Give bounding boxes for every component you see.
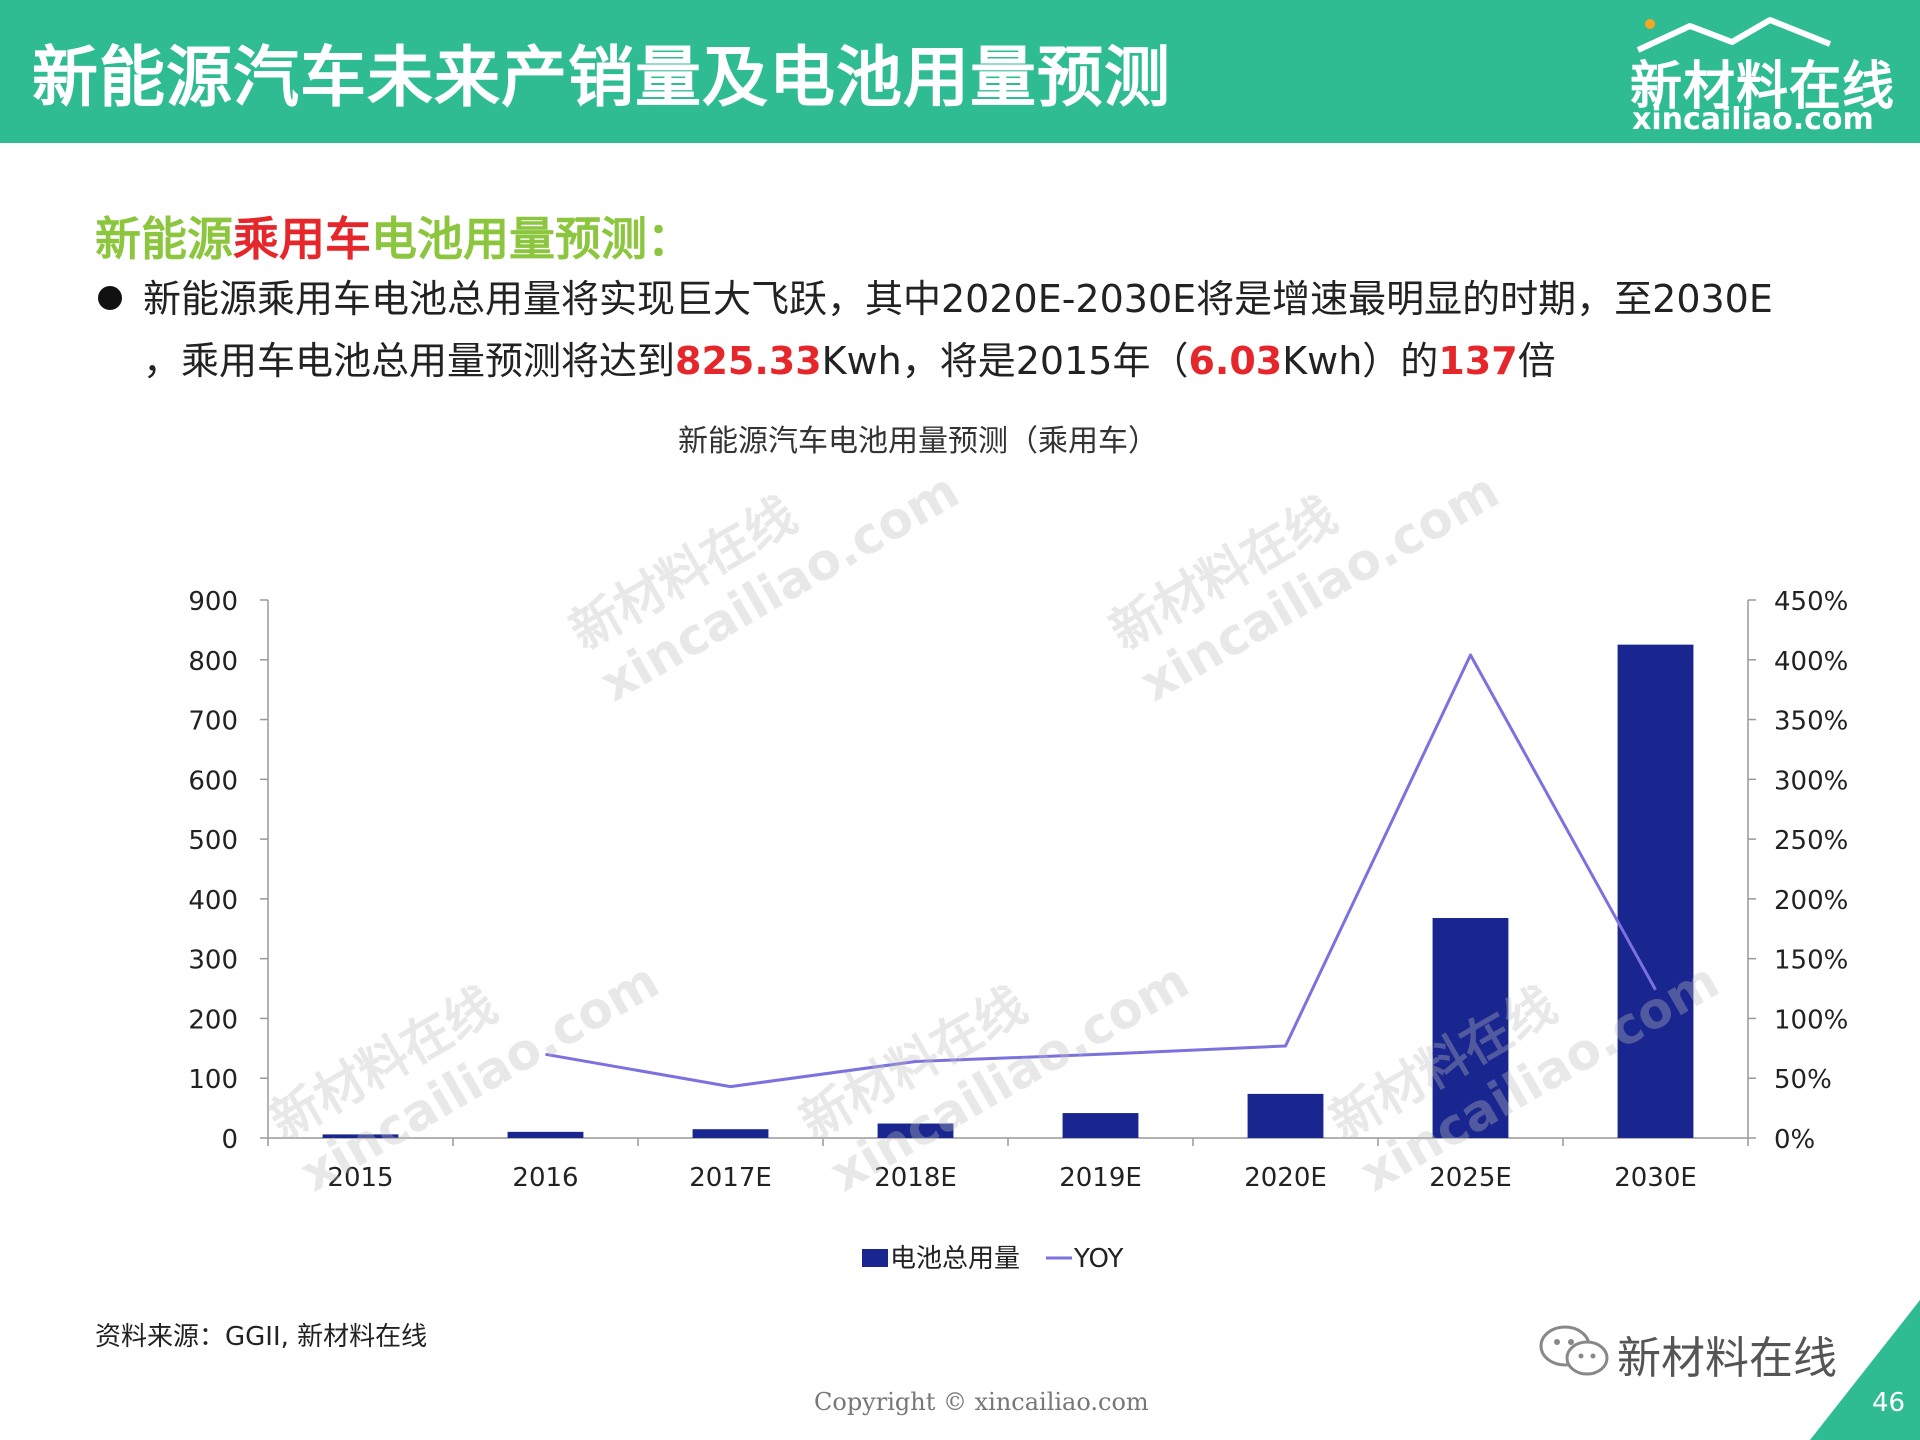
bar — [1432, 918, 1509, 1138]
summary-paragraph: 新能源乘用车电池总用量将实现巨大飞跃，其中2020E-2030E将是增速最明显的… — [143, 268, 1843, 392]
y-left-tick-label: 400 — [188, 886, 238, 916]
para-text-3: Kwh，将是2015年（ — [821, 339, 1189, 383]
chart-title: 新能源汽车电池用量预测（乘用车） — [678, 424, 1158, 459]
x-tick-label: 2019E — [1059, 1163, 1142, 1193]
y-right-tick-label: 450% — [1774, 587, 1848, 617]
para-value-3: 137 — [1438, 339, 1518, 383]
x-tick-label: 2018E — [874, 1163, 957, 1193]
para-line-2: ，乘用车电池总用量预测将达到825.33Kwh，将是2015年（6.03Kwh）… — [143, 330, 1843, 392]
legend-line-label: YOY — [1073, 1244, 1124, 1274]
bar — [1247, 1093, 1324, 1138]
y-right-tick-label: 350% — [1774, 707, 1848, 737]
y-left-tick-label: 500 — [188, 826, 238, 856]
x-tick-label: 2025E — [1429, 1163, 1512, 1193]
y-right-tick-label: 100% — [1774, 1005, 1848, 1035]
subtitle-part-1: 新能源 — [95, 212, 233, 266]
x-tick-label: 2015 — [327, 1163, 393, 1193]
battery-usage-chart: 新能源汽车电池用量预测（乘用车） 0 100 200 300 400 500 600 700 80… — [188, 424, 1848, 1274]
y-left-tick-label: 200 — [188, 1005, 238, 1035]
para-value-1: 825.33 — [675, 339, 822, 383]
header-bar: 新能源汽车未来产销量及电池用量预测 新材料在线 xincailiao.com — [0, 0, 1920, 143]
brand-logo: 新材料在线 xincailiao.com — [1620, 14, 1894, 137]
page-title: 新能源汽车未来产销量及电池用量预测 — [32, 39, 1171, 116]
bullet-icon — [98, 286, 122, 310]
y-right-tick-label: 0% — [1774, 1125, 1815, 1155]
page-corner-decoration — [1810, 1300, 1920, 1440]
wechat-icon — [1539, 1325, 1609, 1376]
y-left-tick-label: 300 — [188, 946, 238, 976]
legend-bar-swatch — [862, 1249, 888, 1267]
section-subtitle: 新能源乘用车电池用量预测： — [95, 203, 693, 269]
legend-bar-label: 电池总用量 — [890, 1244, 1020, 1274]
bar — [1062, 1113, 1139, 1138]
wechat-name: 新材料在线 — [1617, 1333, 1837, 1384]
y-left-tick-label: 800 — [188, 647, 238, 677]
logo-text-en: xincailiao.com — [1632, 102, 1874, 137]
subtitle-part-3: 电池用量预测： — [371, 212, 693, 266]
bar — [692, 1129, 769, 1138]
x-tick-label: 2030E — [1614, 1163, 1697, 1193]
y-right-tick-label: 50% — [1774, 1065, 1832, 1095]
bar — [877, 1123, 954, 1138]
data-source-note: 资料来源：GGII, 新材料在线 — [95, 1322, 428, 1352]
x-tick-label: 2017E — [689, 1163, 772, 1193]
wechat-account: 新材料在线 — [1535, 1320, 1837, 1384]
y-left-tick-label: 900 — [188, 587, 238, 617]
x-tick-label: 2016 — [512, 1163, 578, 1193]
para-text-4: Kwh）的 — [1282, 339, 1439, 383]
bar — [1617, 644, 1694, 1138]
y-left-tick-label: 0 — [221, 1125, 238, 1155]
page-number: 46 — [1872, 1388, 1906, 1418]
y-right-tick-label: 300% — [1774, 766, 1848, 796]
house-roof-icon — [1636, 17, 1832, 53]
y-right-tick-label: 150% — [1774, 946, 1848, 976]
y-right-tick-label: 250% — [1774, 826, 1848, 856]
bar — [322, 1134, 399, 1138]
para-text-1: 新能源乘用车电池总用量将实现巨大飞跃，其中2020E-2030E将是增速最明显的… — [143, 277, 1773, 321]
y-left-tick-label: 100 — [188, 1065, 238, 1095]
para-text-5: 倍 — [1517, 339, 1556, 383]
x-tick-label: 2020E — [1244, 1163, 1327, 1193]
para-text-2: ，乘用车电池总用量预测将达到 — [143, 339, 676, 383]
subtitle-part-2: 乘用车 — [233, 212, 371, 266]
logo-text-cn: 新材料在线 — [1630, 57, 1896, 117]
copyright-text: Copyright © xincailiao.com — [814, 1388, 1149, 1416]
y-left-tick-label: 700 — [188, 707, 238, 737]
bar — [507, 1131, 584, 1138]
y-left-tick-label: 600 — [188, 766, 238, 796]
y-right-tick-label: 400% — [1774, 647, 1848, 677]
para-value-2: 6.03 — [1188, 339, 1283, 383]
y-right-tick-label: 200% — [1774, 886, 1848, 916]
